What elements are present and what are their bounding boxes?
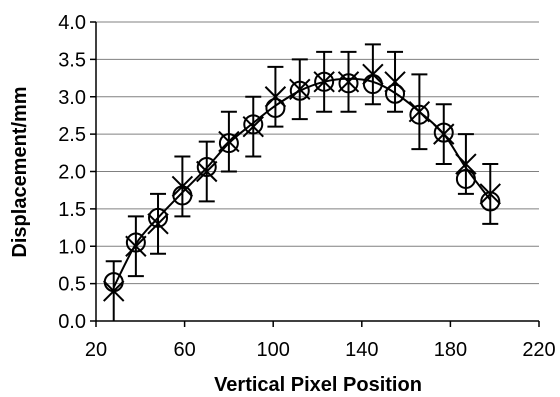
circle-marker [196, 157, 217, 178]
y-tick-label: 0.0 [58, 311, 86, 333]
circle-marker [455, 168, 476, 189]
tick-labels: 0.0 0.5 1.0 1.5 2.0 2.5 3.0 3.5 4.0 20 60 100 140 180… [58, 12, 556, 361]
circle-marker [385, 83, 406, 104]
y-tick-label: 1.5 [58, 199, 86, 221]
circle-marker [314, 71, 335, 92]
circle-marker [409, 104, 430, 125]
y-axis-title: Displacement/mm [9, 86, 31, 257]
axes [90, 21, 540, 327]
x-tick-label: 60 [173, 339, 195, 361]
cross-marker [479, 183, 501, 205]
cross-marker [242, 115, 264, 138]
y-tick-label: 3.0 [58, 87, 86, 109]
y-tick-label: 3.5 [58, 49, 86, 71]
x-tick-label: 140 [345, 339, 378, 361]
circle-marker [148, 207, 169, 228]
circle-marker [480, 191, 501, 212]
circle-marker [218, 133, 239, 154]
y-tick-label: 2.5 [58, 124, 86, 146]
y-tick-label: 2.0 [58, 162, 86, 184]
x-tick-label: 100 [257, 339, 290, 361]
grid [96, 21, 539, 285]
circle-marker [433, 122, 454, 143]
circle-marker [103, 272, 124, 293]
cross-marker [408, 100, 431, 123]
circle-marker [362, 74, 383, 95]
x-tick-label: 180 [434, 339, 467, 361]
circle-marker [243, 114, 264, 135]
cross-marker [196, 160, 218, 183]
circle-marker [172, 185, 193, 206]
fit-line [112, 77, 492, 288]
circle-marker [289, 80, 310, 101]
cross-marker [455, 153, 477, 175]
markers [103, 63, 501, 302]
x-axis-title: Vertical Pixel Position [214, 374, 422, 396]
x-tick-label: 20 [85, 339, 107, 361]
y-tick-label: 1.0 [58, 236, 86, 258]
y-tick-label: 4.0 [58, 12, 86, 34]
circle-marker [338, 73, 359, 94]
fit-curve [112, 77, 492, 288]
circle-marker [125, 232, 146, 253]
cross-marker [147, 213, 169, 235]
y-tick-label: 0.5 [58, 274, 86, 296]
circle-marker [265, 97, 286, 118]
x-tick-label: 220 [522, 339, 555, 361]
cross-marker [125, 235, 147, 257]
